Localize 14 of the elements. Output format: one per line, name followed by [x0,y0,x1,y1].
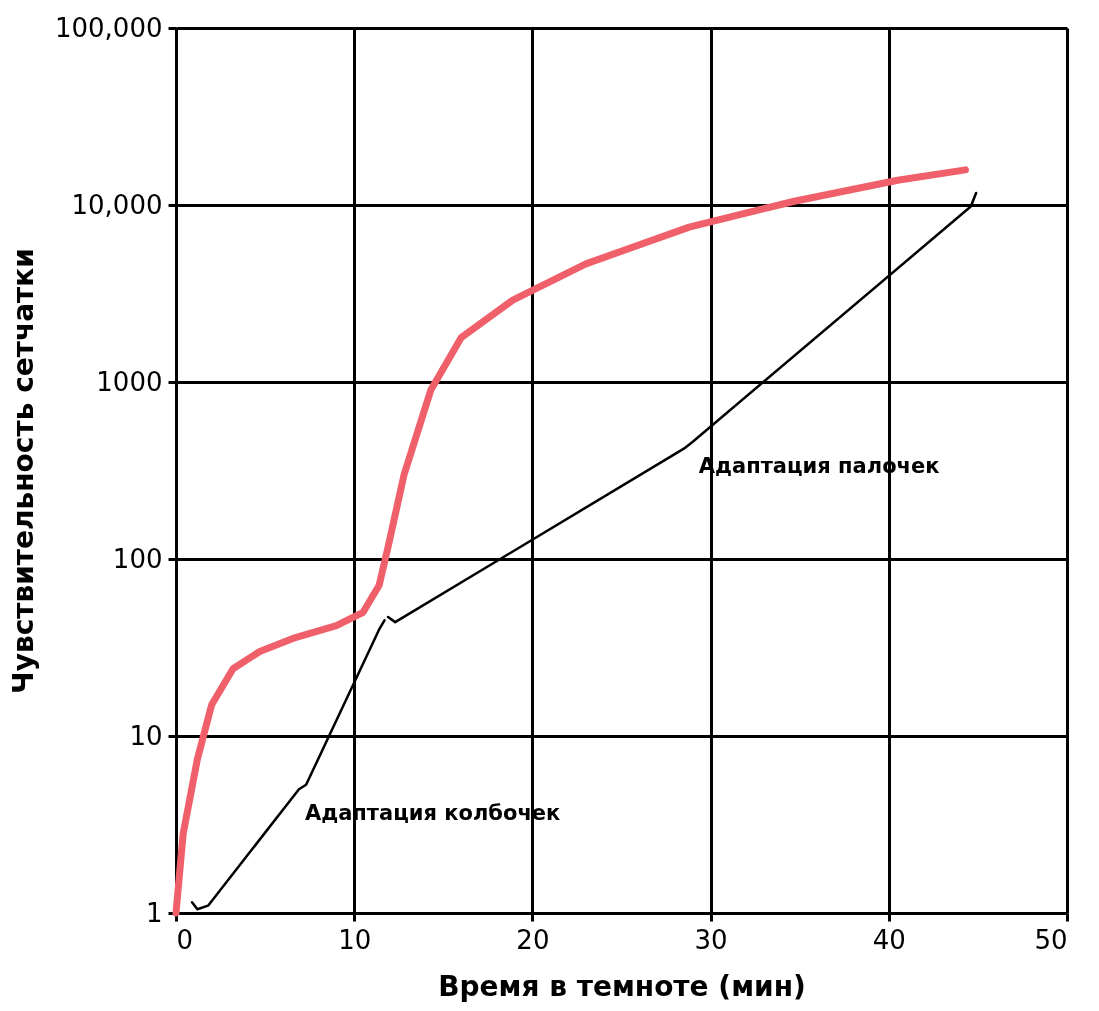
y-tick-label: 100 [112,543,163,574]
y-tick-label: 1000 [96,366,163,397]
y-tick-label: 10,000 [71,189,163,220]
x-tick-label: 50 [1034,924,1068,955]
x-tick-label: 20 [516,924,550,955]
x-axis-title: Время в темноте (мин) [438,969,806,1003]
y-tick-label: 1 [145,897,163,928]
x-tick-label: 0 [176,924,194,955]
x-tick-label: 30 [694,924,728,955]
x-tick-label: 10 [338,924,372,955]
y-tick-label: 100,000 [54,12,163,43]
y-tick-label: 10 [129,720,163,751]
y-axis-title: Чувствительность сетчатки [6,248,40,694]
x-tick-label: 40 [872,924,906,955]
